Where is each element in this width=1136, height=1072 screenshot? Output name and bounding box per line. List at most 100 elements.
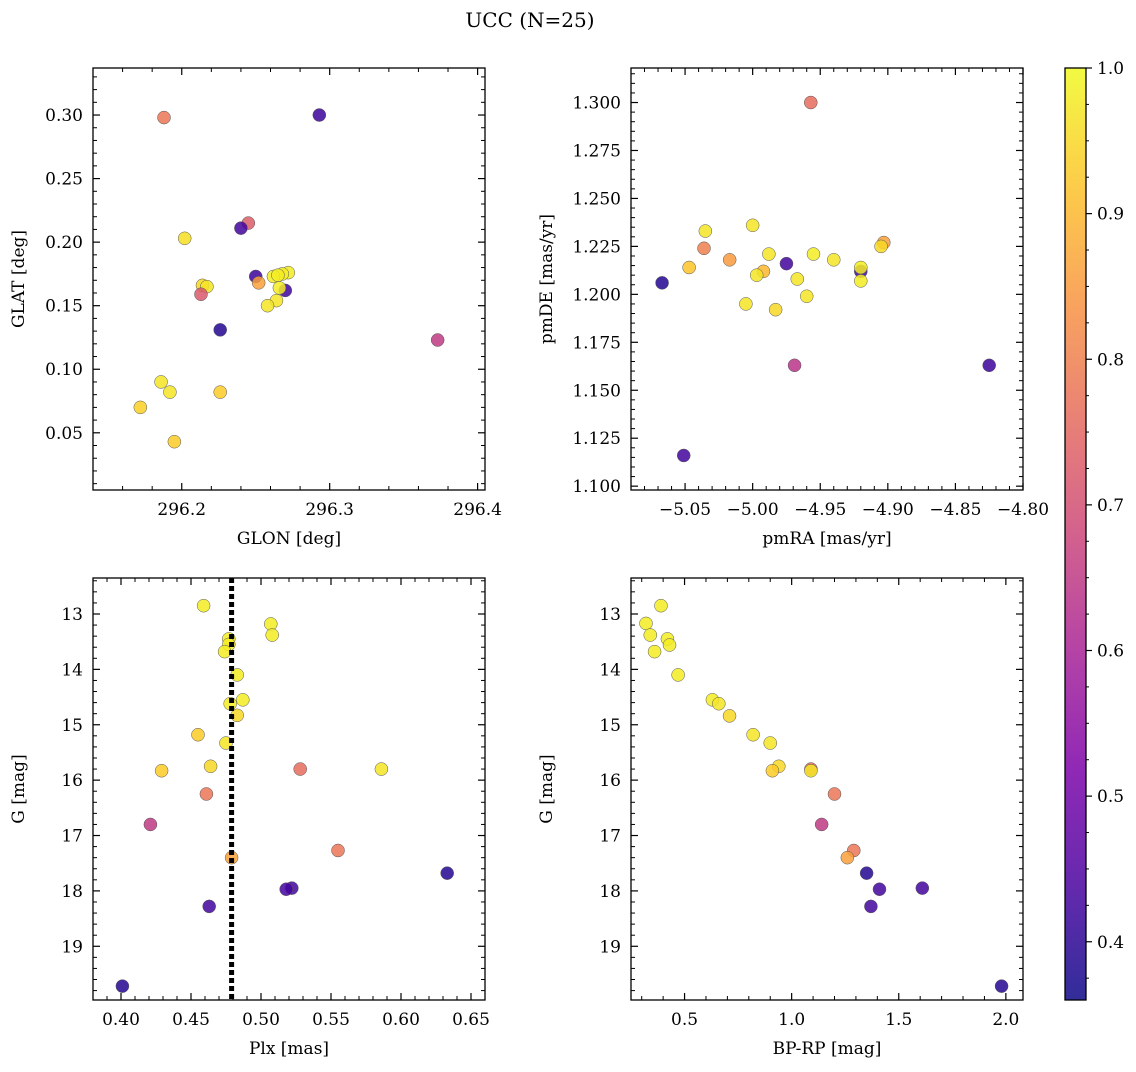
data-point [872, 882, 887, 896]
y-tick-label: 1.225 [572, 237, 621, 257]
colorbar-tick-label: 0.4 [1097, 933, 1124, 953]
colorbar-gradient [1065, 68, 1086, 1000]
y-tick-label: 0.30 [45, 106, 83, 126]
x-tick-label: 296.3 [305, 500, 354, 520]
data-point [265, 628, 279, 642]
x-tick-label: 0.45 [172, 1010, 210, 1030]
data-point [643, 628, 658, 642]
data-point [806, 247, 821, 261]
data-point [293, 762, 307, 776]
data-point [196, 598, 211, 613]
y-tick-label: 1.300 [572, 94, 621, 114]
data-point [662, 638, 677, 652]
data-point [799, 289, 814, 304]
data-point [157, 110, 171, 125]
y-tick-label: 1.250 [572, 189, 621, 209]
data-point [251, 276, 266, 290]
data-point [272, 281, 287, 295]
y-tick-label: 0.20 [45, 233, 83, 253]
y-tick-label: 17 [599, 827, 621, 847]
x-tick-label: 296.2 [157, 500, 206, 520]
y-tick-label: 0.25 [45, 170, 83, 190]
axes-frame [92, 577, 486, 1001]
data-point [154, 763, 169, 778]
axes-frame [630, 67, 1024, 491]
y-tick-label: 1.275 [572, 141, 621, 161]
data-point [191, 727, 205, 742]
data-point [722, 709, 737, 723]
y-tick-label: 0.05 [45, 424, 83, 444]
data-point [827, 787, 842, 801]
colorbar-tick-label: 0.8 [1097, 350, 1124, 370]
y-tick-label: 15 [599, 716, 621, 736]
x-tick-label: −4.95 [794, 500, 846, 520]
colorbar-tick-label: 0.9 [1097, 205, 1124, 225]
data-point [746, 727, 760, 742]
colorbar-tick-label: 0.7 [1097, 496, 1124, 516]
x-tick-label: 0.40 [102, 1010, 140, 1030]
data-point [698, 224, 713, 238]
data-point [864, 899, 878, 914]
data-point [331, 843, 345, 858]
panel-bottom-left: 0.40 0.45 0.50 0.55 0.60 0.65 13 14 15 16 17 18 19 Pl… [9, 577, 490, 1059]
data-point [671, 668, 685, 682]
data-point [260, 298, 275, 313]
x-tick-label: −4.80 [997, 500, 1049, 520]
y-tick-label: 16 [599, 771, 621, 791]
x-tick-label: 296.4 [453, 500, 502, 520]
y-axis-label: GLAT [deg] [9, 230, 29, 328]
data-point [213, 323, 227, 337]
y-tick-label: 1.150 [572, 381, 621, 401]
data-point [854, 260, 868, 275]
data-point [440, 866, 454, 880]
data-point [749, 268, 764, 282]
y-tick-label: 18 [599, 882, 621, 902]
data-point [143, 817, 158, 832]
scatter-series [639, 598, 1009, 993]
x-tick-label: 0.55 [312, 1010, 350, 1030]
y-tick-label: 1.100 [572, 477, 621, 497]
data-point [682, 260, 696, 275]
data-point [874, 239, 888, 254]
data-point [745, 218, 760, 233]
data-point [177, 231, 192, 246]
colorbar-tick-label: 0.5 [1097, 787, 1124, 807]
x-tick-label: −5.00 [727, 500, 779, 520]
data-point [312, 108, 327, 122]
data-point [763, 736, 777, 750]
data-point [236, 693, 250, 707]
y-tick-label: 1.175 [572, 333, 621, 353]
y-tick-label: 0.15 [45, 297, 83, 317]
data-point [203, 759, 218, 774]
x-tick-label: 2.0 [992, 1010, 1019, 1030]
data-point [154, 375, 168, 389]
data-point [279, 882, 293, 896]
data-point [430, 333, 445, 347]
scatter-series [133, 108, 445, 449]
data-point [194, 287, 208, 302]
data-point [994, 979, 1009, 993]
data-point [840, 850, 855, 865]
x-tick-label: −4.90 [862, 500, 914, 520]
colorbar-frame [1064, 67, 1087, 1001]
x-tick-label: −4.85 [929, 500, 981, 520]
y-tick-label: 1.200 [572, 285, 621, 305]
colorbar-tick-label: 1.0 [1097, 59, 1124, 79]
data-point [854, 274, 868, 288]
y-tick-label: 19 [61, 937, 83, 957]
y-tick-label: 13 [61, 605, 83, 625]
data-point [722, 253, 737, 267]
y-axis-label: G [mag] [9, 754, 29, 823]
x-tick-label: 0.50 [242, 1010, 280, 1030]
y-tick-label: 1.125 [572, 429, 621, 449]
y-axis-label: pmDE [mas/yr] [537, 214, 557, 344]
data-point [827, 253, 841, 267]
y-tick-label: 14 [599, 660, 621, 680]
data-point [712, 696, 726, 711]
y-tick-label: 16 [61, 771, 83, 791]
data-point [765, 763, 780, 778]
data-point [915, 881, 930, 895]
y-tick-label: 19 [599, 937, 621, 957]
x-tick-label: 0.60 [382, 1010, 420, 1030]
data-point [790, 272, 805, 286]
